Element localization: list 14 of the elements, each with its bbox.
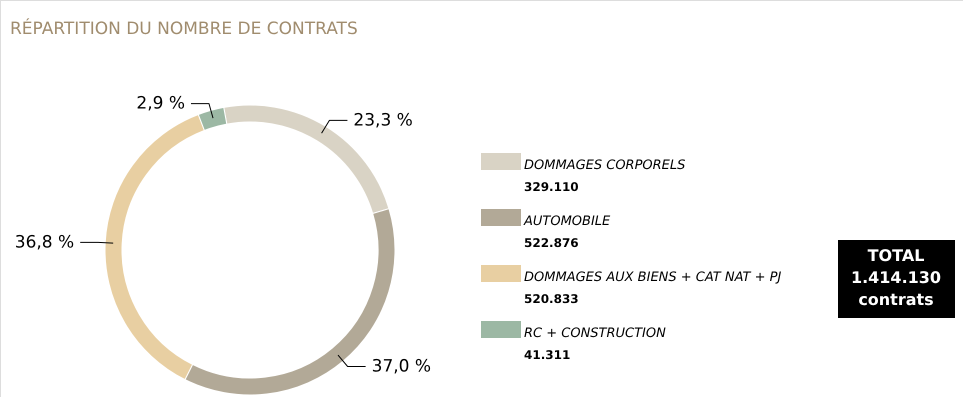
text: 329.110 [524, 180, 579, 194]
legend-label: DOMMAGES AUX BIENS + CAT NAT + PJ [524, 270, 782, 285]
text: TOTAL 1.414.130 contrats [850, 246, 942, 309]
legend-label: AUTOMOBILE [523, 214, 612, 229]
legend-label: RC + CONSTRUCTION [524, 326, 666, 341]
text: 41.311 [524, 348, 570, 362]
text: 520.833 [524, 292, 579, 306]
chart-title: RÉPARTITION DU NOMBRE DE CONTRATS [10, 18, 358, 39]
text: 522.876 [524, 236, 579, 250]
data-label: 37,0 % [372, 356, 432, 377]
legend-label: DOMMAGES CORPORELS [524, 158, 686, 173]
data-label: 2,9 % [136, 94, 185, 114]
data-label: 23,3 % [353, 110, 413, 130]
data-label: 36,8 % [14, 232, 74, 252]
